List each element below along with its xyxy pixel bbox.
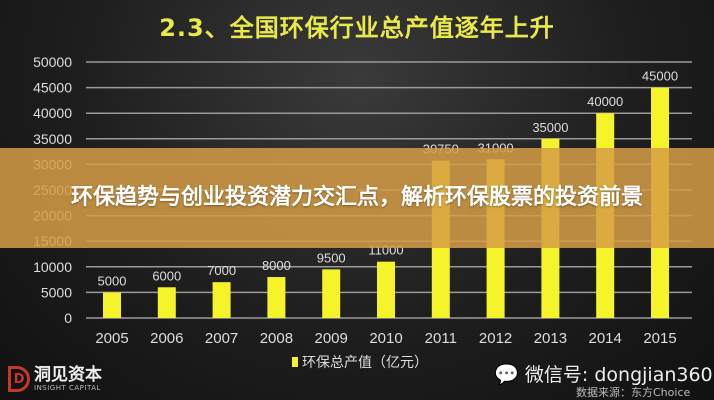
- data-label: 9500: [317, 250, 346, 265]
- y-tick-label: 50000: [33, 54, 72, 70]
- x-tick-label: 2010: [369, 330, 402, 347]
- x-tick-label: 2015: [643, 330, 676, 347]
- x-tick-label: 2012: [479, 330, 512, 347]
- data-label: 6000: [152, 268, 181, 283]
- bar: [322, 269, 341, 318]
- wechat-icon: 💬: [494, 361, 519, 386]
- headline-text: 环保趋势与创业投资潜力交汇点，解析环保股票的投资前景: [70, 185, 643, 210]
- y-tick-label: 40000: [33, 105, 72, 121]
- bar: [103, 292, 121, 318]
- data-label: 45000: [642, 69, 678, 84]
- wechat-watermark: 💬 微信号: dongjian360: [494, 360, 713, 387]
- y-tick-label: 35000: [33, 131, 72, 147]
- data-label: 5000: [98, 273, 127, 288]
- x-tick-label: 2005: [95, 330, 128, 347]
- data-label: 40000: [587, 94, 623, 109]
- x-tick-label: 2007: [205, 330, 238, 347]
- bar: [157, 287, 176, 318]
- x-tick-label: 2009: [315, 330, 348, 347]
- y-tick-label: 45000: [33, 80, 72, 96]
- y-tick-label: 0: [64, 310, 72, 326]
- x-tick-label: 2014: [589, 330, 622, 347]
- headline-banner: 环保趋势与创业投资潜力交汇点，解析环保股票的投资前景: [0, 148, 714, 248]
- bar: [267, 277, 286, 318]
- bar: [377, 261, 395, 318]
- y-tick-label: 5000: [41, 284, 72, 300]
- chart-title: 2.3、全国环保行业总产值逐年上升: [159, 14, 555, 42]
- x-tick-label: 2011: [425, 330, 457, 347]
- data-source: 数据来源：东方Choice: [576, 386, 691, 399]
- data-label: 35000: [532, 120, 568, 135]
- logo-d-icon: D: [8, 366, 30, 392]
- wechat-id: 微信号: dongjian360: [524, 364, 713, 386]
- bar: [212, 282, 231, 318]
- legend-swatch: [292, 357, 298, 367]
- x-tick-label: 2008: [260, 330, 293, 347]
- brand-logo: D 洞见资本 INSIGHT CAPITAL: [8, 366, 102, 392]
- y-tick-label: 10000: [33, 259, 72, 275]
- legend-label: 环保总产值（亿元）: [302, 355, 428, 371]
- data-label: 8000: [262, 258, 291, 273]
- logo-subtitle: INSIGHT CAPITAL: [34, 384, 101, 392]
- data-label: 7000: [207, 263, 236, 278]
- x-tick-label: 2013: [534, 330, 567, 347]
- logo-name: 洞见资本: [34, 365, 102, 385]
- legend: 环保总产值（亿元）: [292, 352, 428, 372]
- x-tick-label: 2006: [150, 330, 183, 347]
